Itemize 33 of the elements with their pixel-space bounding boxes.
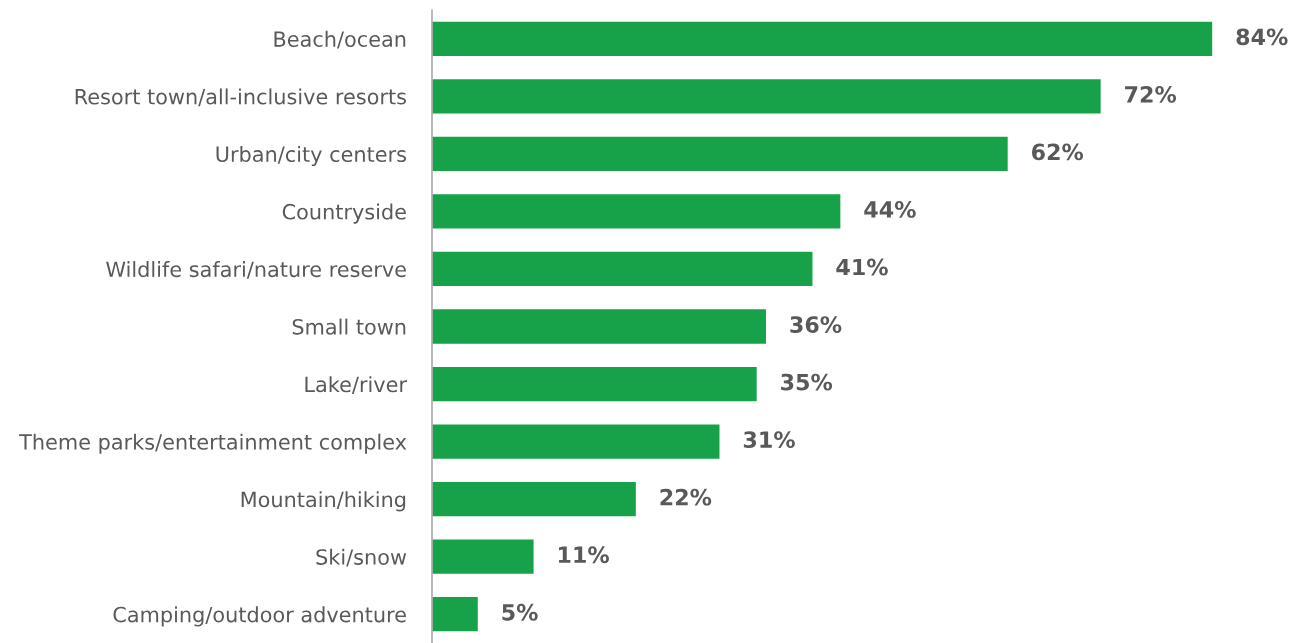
y-tick-label: Beach/ocean [274,30,406,49]
bar [432,307,768,346]
data-label: 44% [864,201,916,218]
y-tick-label: Small town [292,318,406,335]
y-tick-label: Countryside [282,203,406,224]
y-tick-label: Camping/outdoor adventure [113,606,406,627]
data-label: 11% [558,546,609,564]
data-label: 31% [743,431,795,449]
data-label: 41% [836,258,888,276]
bar [432,595,480,633]
y-tick-label: Lake/river [305,376,407,394]
data-label: 22% [660,488,712,506]
y-tick-label: Mountain/hiking [241,491,406,512]
bar [432,77,1103,115]
y-tick-label: Ski/snow [316,548,407,567]
data-label: 36% [790,316,842,333]
data-label: 84% [1236,28,1288,46]
data-label: 35% [781,373,833,391]
y-tick-label: Resort town/all-inclusive resorts [75,88,406,107]
data-label: 72% [1125,85,1177,103]
bar [432,423,721,461]
data-label: 62% [1031,143,1084,161]
bar [432,250,814,288]
y-tick-label: Wildlife safari/nature reserve [106,261,406,279]
bar [432,365,759,403]
y-tick-label: Theme parks/entertainment complex [19,433,407,454]
data-label: 5% [502,603,538,621]
y-tick-label: Urban/city centers [216,145,406,167]
bar [432,538,535,576]
bar [432,480,638,518]
bar [432,20,1214,58]
bar [432,192,842,230]
bar [432,135,1010,173]
